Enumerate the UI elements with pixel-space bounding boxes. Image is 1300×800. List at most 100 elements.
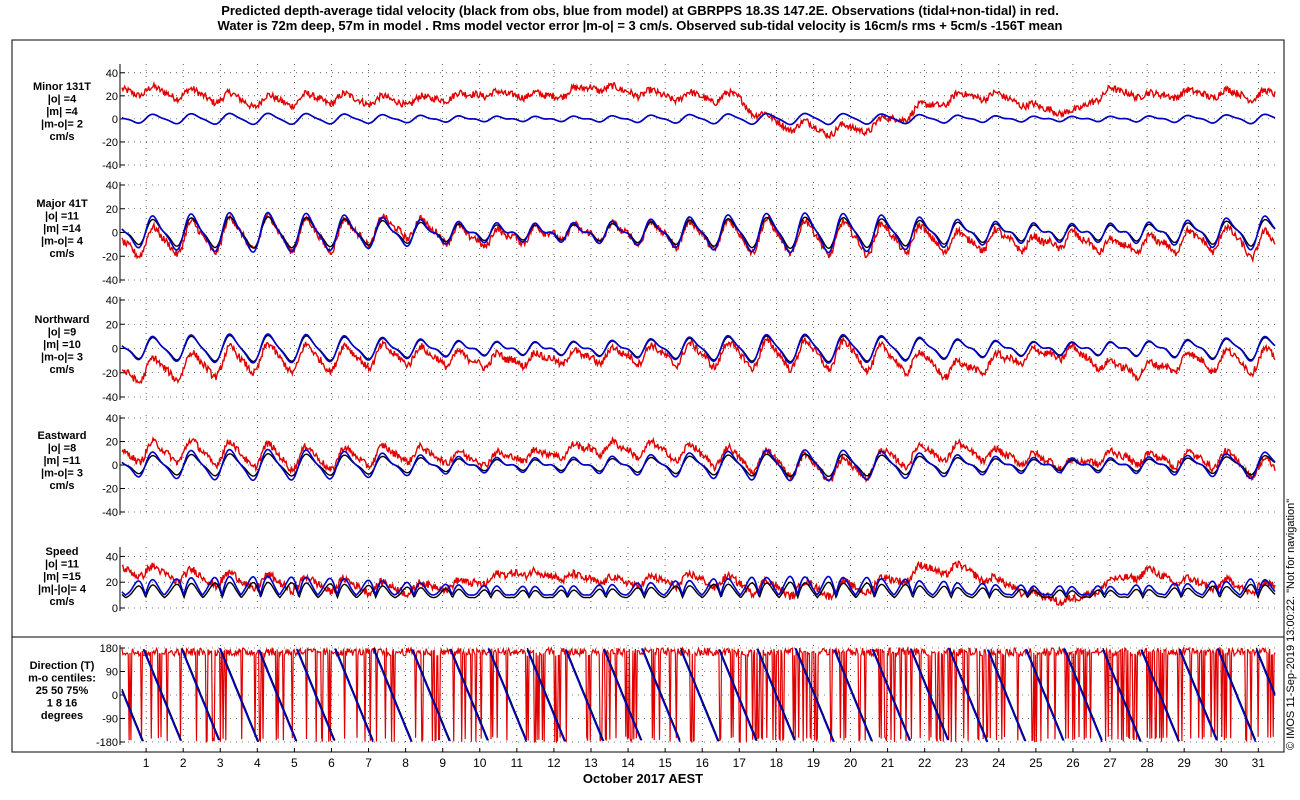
x-tick-label: 23 — [955, 756, 969, 770]
series-observed-northward — [121, 334, 1276, 385]
panel-label-line: Minor 131T — [33, 81, 91, 93]
panel-label-line: |o| =8 — [48, 443, 76, 455]
panel-label-line: |m-o|= 2 — [41, 119, 83, 131]
x-tick-label: 21 — [881, 756, 895, 770]
y-tick-label: 0 — [112, 690, 118, 702]
x-tick-label: 6 — [328, 756, 335, 770]
x-tick-label: 7 — [365, 756, 372, 770]
y-tick-label: 40 — [106, 180, 118, 192]
x-tick-label: 5 — [291, 756, 298, 770]
y-tick-label: 180 — [100, 643, 118, 655]
y-tick-label: 20 — [106, 204, 118, 216]
y-tick-label: 40 — [106, 413, 118, 425]
y-tick-label: 20 — [106, 577, 118, 589]
x-tick-label: 10 — [473, 756, 487, 770]
x-tick-label: 29 — [1177, 756, 1191, 770]
plot-frame — [11, 39, 1285, 753]
x-tick-label: 24 — [992, 756, 1006, 770]
panel-label-line: 25 50 75% — [36, 685, 89, 697]
panel-label-line: Eastward — [38, 430, 87, 442]
series-observed-minor — [121, 80, 1276, 140]
panel-label-line: |o| =11 — [45, 211, 79, 223]
panel-label-line: |o| =4 — [48, 94, 77, 106]
x-tick-label: 14 — [621, 756, 635, 770]
series-model-major — [121, 211, 1276, 254]
series-observed-direction — [121, 645, 1276, 744]
x-tick-label: 18 — [770, 756, 784, 770]
y-tick-label: 0 — [112, 603, 118, 615]
y-tick-label: -40 — [102, 507, 118, 519]
panel-label-line: 1 8 16 — [47, 698, 78, 710]
panel-label-line: |m-o|= 3 — [41, 468, 83, 480]
y-tick-label: -90 — [102, 714, 118, 726]
panel-label-line: |m| =15 — [43, 571, 81, 583]
x-tick-label: 1 — [143, 756, 150, 770]
panel-label-line: cm/s — [49, 596, 74, 608]
panel-label-line: Speed — [45, 546, 78, 558]
y-tick-label: 0 — [112, 344, 118, 356]
y-tick-label: 20 — [106, 437, 118, 449]
series-model-speed — [121, 575, 1276, 598]
panel-label-line: cm/s — [49, 480, 74, 492]
panel-label-line: Direction (T) — [30, 660, 95, 672]
series-model-minor — [121, 112, 1276, 126]
x-axis-label: October 2017 AEST — [583, 771, 703, 786]
series-obs-tidal-speed — [121, 581, 1276, 600]
y-tick-label: 40 — [106, 68, 118, 80]
y-tick-label: -180 — [96, 737, 118, 749]
y-tick-label: 0 — [112, 228, 118, 240]
panel-northward: Northward|o| =9|m| =10|m-o|= 3cm/s 40 20 0 -… — [35, 295, 1276, 404]
x-tick-label: 30 — [1215, 756, 1229, 770]
y-tick-label: 20 — [106, 319, 118, 331]
y-tick-label: 40 — [106, 295, 118, 307]
panel-direction: Direction (T)m-o centiles:25 50 75%1 8 1… — [28, 643, 1276, 749]
x-axis: 1 2 3 4 5 6 7 8 9 10 11 12 13 14 15 16 17 18 19 20 21 22 23 24 2… — [122, 748, 1275, 770]
y-tick-label: -20 — [102, 251, 118, 263]
panel-label-line: |m|-|o|= 4 — [38, 584, 87, 596]
y-tick-label: 0 — [112, 114, 118, 126]
panel-label-line: cm/s — [49, 248, 74, 260]
x-tick-label: 4 — [254, 756, 261, 770]
x-tick-label: 13 — [584, 756, 598, 770]
panel-label-line: |m-o|= 4 — [41, 236, 84, 248]
panel-label-line: |m| =11 — [43, 455, 80, 467]
x-tick-label: 17 — [733, 756, 747, 770]
panel-label-line: Northward — [35, 314, 90, 326]
x-tick-label: 15 — [658, 756, 672, 770]
x-tick-label: 25 — [1029, 756, 1043, 770]
panel-label-line: Major 41T — [36, 198, 88, 210]
panels: Minor 131T|o| =4|m| =4|m-o|= 2cm/s40200-… — [28, 64, 1276, 749]
panel-label-line: |o| =11 — [45, 559, 79, 571]
y-tick-label: -20 — [102, 484, 118, 496]
x-tick-label: 28 — [1140, 756, 1154, 770]
panel-speed: Speed|o| =11|m| =15|m|-|o|= 4cm/s 40 20 0 — [38, 546, 1276, 615]
x-tick-label: 31 — [1252, 756, 1266, 770]
y-tick-label: -20 — [102, 137, 118, 149]
x-tick-label: 3 — [217, 756, 224, 770]
y-tick-label: 20 — [106, 91, 118, 103]
panel-label-line: |m| =14 — [43, 223, 82, 235]
x-tick-label: 12 — [547, 756, 561, 770]
x-tick-label: 16 — [696, 756, 710, 770]
panel-label-line: cm/s — [49, 131, 74, 143]
y-tick-label: 0 — [112, 460, 118, 472]
x-tick-label: 20 — [844, 756, 858, 770]
x-tick-label: 9 — [439, 756, 446, 770]
series-model-eastward — [121, 448, 1276, 482]
x-tick-label: 11 — [511, 756, 524, 770]
title-line-1: Predicted depth-average tidal velocity (… — [221, 3, 1059, 18]
panel-label-line: m-o centiles: — [28, 673, 96, 685]
series-model-northward — [121, 333, 1276, 365]
copyright-note: © IMOS 11-Sep-2019 13:00:22. "Not for na… — [1285, 499, 1297, 750]
y-tick-label: 40 — [106, 551, 118, 563]
chart-title: Predicted depth-average tidal velocity (… — [218, 3, 1063, 33]
panel-label-line: |m| =4 — [46, 106, 78, 118]
panel-minor: Minor 131T|o| =4|m| =4|m-o|= 2cm/s 40 20 0 -… — [33, 64, 1276, 172]
x-tick-label: 19 — [807, 756, 821, 770]
panel-major: Major 41T|o| =11|m| =14|m-o|= 4cm/s 40 20 0… — [36, 180, 1276, 287]
title-line-2: Water is 72m deep, 57m in model . Rms mo… — [218, 18, 1063, 33]
panel-label-line: |m-o|= 3 — [41, 352, 83, 364]
series-model-direction — [121, 647, 1276, 743]
panel-eastward: Eastward|o| =8|m| =11|m-o|= 3cm/s 40 20 0 -2… — [38, 413, 1276, 519]
